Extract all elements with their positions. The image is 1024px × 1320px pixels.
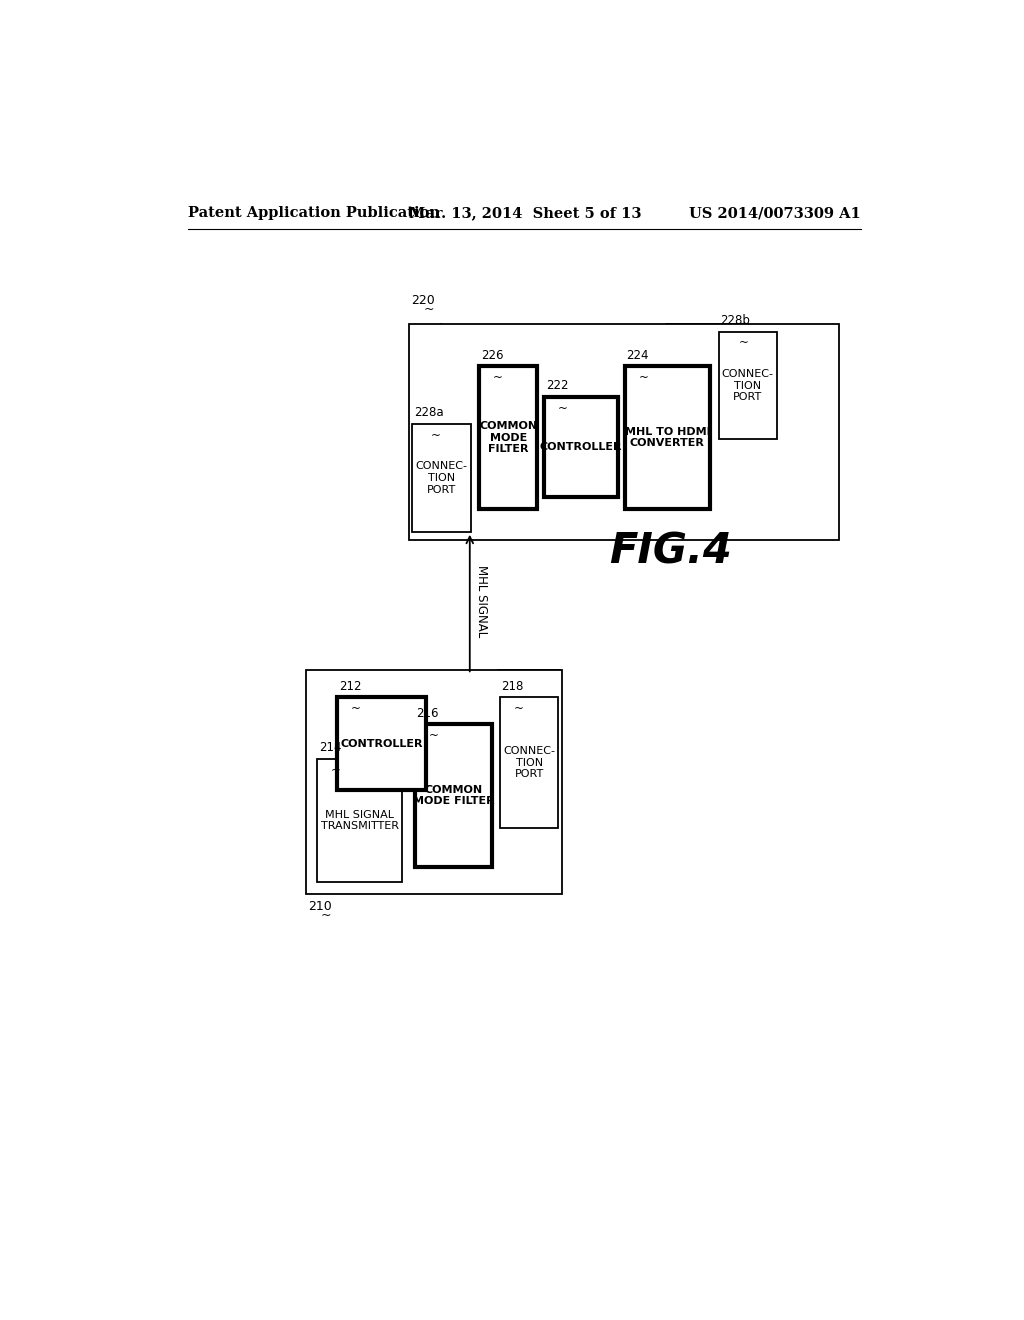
Text: 220: 220 [411, 294, 434, 308]
Text: CONTROLLER: CONTROLLER [540, 442, 623, 453]
Text: ~: ~ [351, 702, 361, 715]
Text: 218: 218 [502, 680, 524, 693]
Bar [337, 697, 426, 789]
Text: MHL SIGNAL
TRANSMITTER: MHL SIGNAL TRANSMITTER [321, 809, 398, 832]
Text: 212: 212 [339, 680, 361, 693]
Bar [317, 759, 402, 882]
Text: ~: ~ [493, 371, 503, 384]
Text: 216: 216 [417, 706, 439, 719]
Text: 228a: 228a [414, 407, 443, 420]
Text: ~: ~ [429, 729, 438, 742]
Text: FIG.4: FIG.4 [609, 531, 732, 572]
Text: ~: ~ [514, 702, 524, 715]
Bar [544, 397, 617, 498]
Text: 210: 210 [308, 900, 332, 913]
Text: 228b: 228b [720, 314, 750, 327]
Text: 224: 224 [627, 348, 649, 362]
Bar [479, 367, 538, 508]
Text: 222: 222 [546, 379, 568, 392]
Text: ~: ~ [431, 429, 441, 442]
Text: MHL SIGNAL: MHL SIGNAL [475, 565, 487, 638]
Text: CONNEC-
TION
PORT: CONNEC- TION PORT [722, 370, 773, 403]
Text: MHL TO HDMI
CONVERTER: MHL TO HDMI CONVERTER [625, 426, 711, 449]
Text: CONNEC-
TION
PORT: CONNEC- TION PORT [503, 746, 555, 779]
Text: COMMON
MODE FILTER: COMMON MODE FILTER [413, 785, 495, 807]
Bar [625, 367, 710, 508]
Text: CONTROLLER: CONTROLLER [341, 739, 423, 748]
Bar [306, 671, 562, 894]
Bar [719, 331, 776, 440]
Text: COMMON
MODE
FILTER: COMMON MODE FILTER [479, 421, 538, 454]
Text: ~: ~ [738, 337, 749, 350]
Text: ~: ~ [331, 763, 341, 776]
Text: ~: ~ [321, 909, 331, 923]
Bar [413, 424, 471, 532]
Text: ~: ~ [558, 401, 568, 414]
Text: ~: ~ [639, 371, 648, 384]
Text: 226: 226 [480, 348, 503, 362]
Text: US 2014/0073309 A1: US 2014/0073309 A1 [689, 206, 861, 220]
Text: Patent Application Publication: Patent Application Publication [188, 206, 440, 220]
Text: Mar. 13, 2014  Sheet 5 of 13: Mar. 13, 2014 Sheet 5 of 13 [409, 206, 641, 220]
Bar [500, 697, 558, 829]
Bar [410, 323, 840, 540]
Text: ~: ~ [423, 304, 434, 317]
Text: 214: 214 [318, 742, 341, 755]
Text: CONNEC-
TION
PORT: CONNEC- TION PORT [416, 462, 468, 495]
Bar [415, 725, 493, 867]
